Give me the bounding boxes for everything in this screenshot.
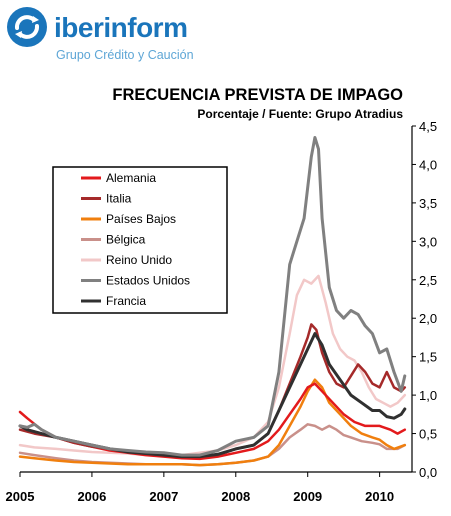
series-line-países-bajos — [18, 378, 407, 467]
y-tick-label: 1,0 — [419, 388, 437, 403]
x-tick-label: 2010 — [365, 489, 394, 504]
x-tick-label: 2005 — [6, 489, 35, 504]
legend-label: Reino Unido — [106, 253, 172, 267]
y-tick-label: 2,5 — [419, 273, 437, 288]
brand-subtitle: Grupo Crédito y Caución — [56, 48, 194, 62]
legend-label: Bélgica — [106, 233, 146, 247]
legend-label: Estados Unidos — [106, 274, 190, 288]
brand-name-rest: inform — [103, 12, 188, 43]
y-tick-label: 4,5 — [419, 119, 437, 134]
y-tick-label: 0,0 — [419, 465, 437, 480]
legend-label: Alemania — [106, 171, 156, 185]
y-tick-label: 3,0 — [419, 234, 437, 249]
iberinform-logo-icon — [7, 7, 47, 47]
brand-name: iberinform — [54, 12, 188, 44]
legend-label: Países Bajos — [106, 212, 176, 226]
chart-axes — [20, 126, 413, 473]
plot-lines — [18, 136, 407, 467]
y-tick-label: 0,5 — [419, 427, 437, 442]
legend-label: Francia — [106, 294, 146, 308]
x-tick-label: 2009 — [293, 489, 322, 504]
y-axis-ticks: 0,0 0,5 1,0 1,5 2,0 2,5 3,0 3,5 4,0 4,5 — [412, 119, 437, 480]
brand-header: iberinform Grupo Crédito y Caución — [6, 6, 206, 66]
y-tick-label: 1,5 — [419, 350, 437, 365]
series-line-francia — [18, 332, 407, 459]
y-tick-label: 4,0 — [419, 157, 437, 172]
x-tick-label: 2008 — [221, 489, 250, 504]
chart-subtitle: Porcentaje / Fuente: Grupo Atradius — [197, 107, 403, 121]
x-axis-ticks: 2005 2006 2007 2008 2009 2010 — [6, 472, 394, 504]
series-line-reino-unido — [18, 274, 407, 457]
x-tick-label: 2007 — [149, 489, 178, 504]
x-tick-label: 2006 — [77, 489, 106, 504]
legend-label: Italia — [106, 192, 132, 206]
y-tick-label: 3,5 — [419, 196, 437, 211]
y-tick-label: 2,0 — [419, 311, 437, 326]
series-line-estados-unidos — [18, 136, 407, 457]
chart-legend: Alemania Italia Países Bajos Bélgica Reino U… — [52, 166, 228, 314]
brand-name-bold: iber — [54, 12, 104, 43]
chart-title: FRECUENCIA PREVISTA DE IMPAGO — [112, 86, 403, 104]
